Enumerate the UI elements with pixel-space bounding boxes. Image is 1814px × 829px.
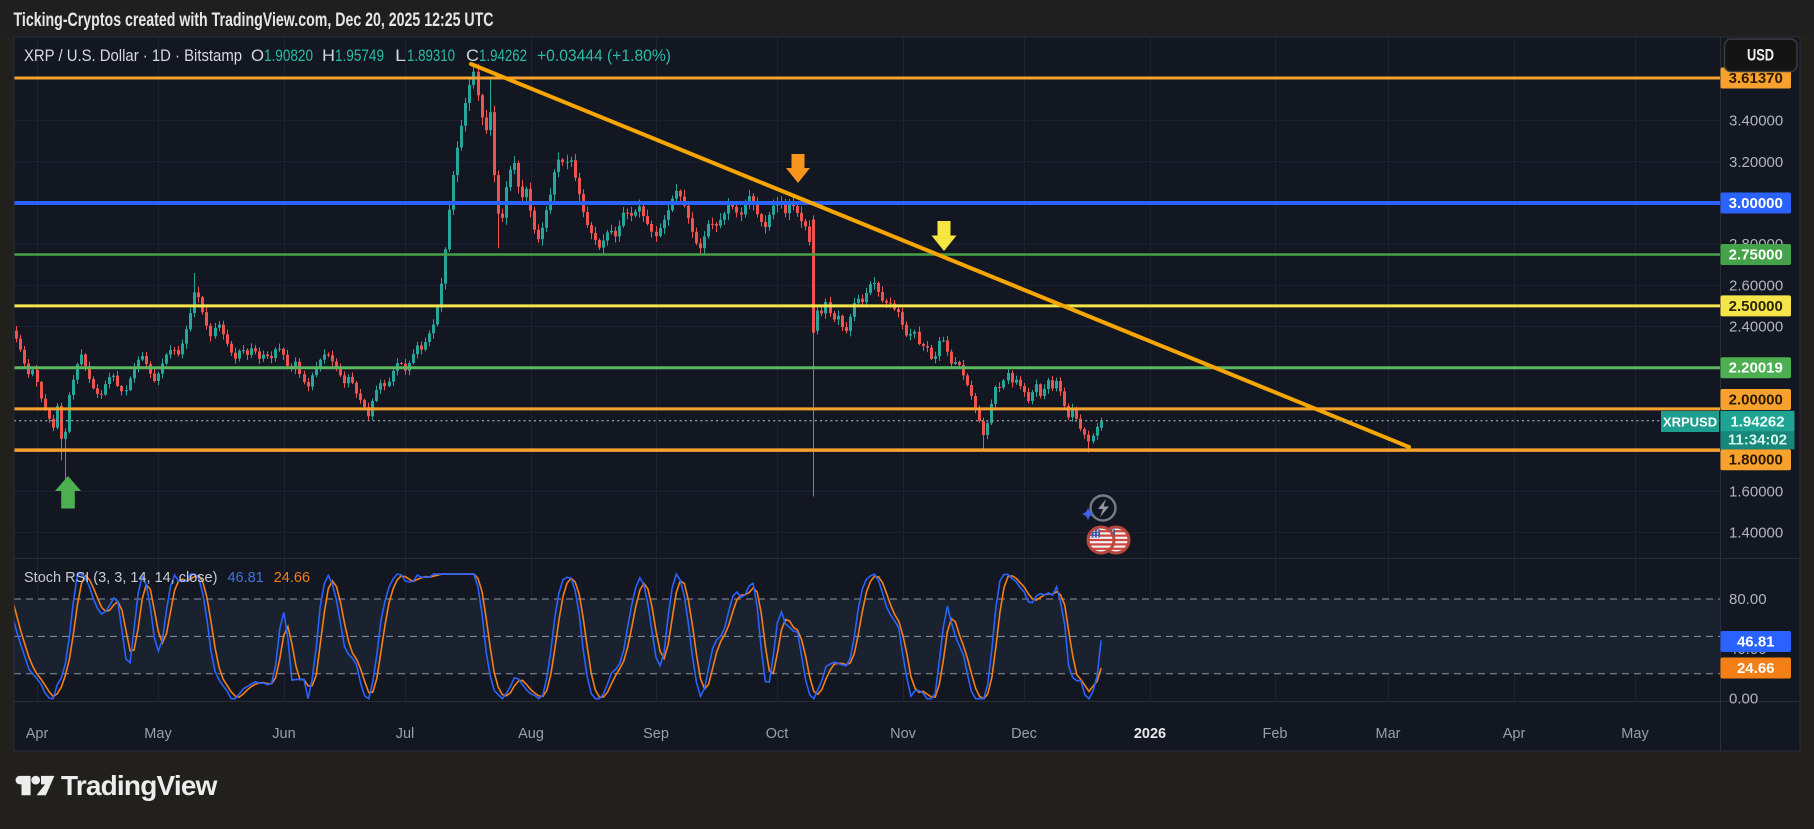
svg-text:Jun: Jun: [272, 726, 295, 742]
svg-text:80.00: 80.00: [1729, 591, 1767, 608]
svg-text:1.60000: 1.60000: [1729, 483, 1783, 500]
svg-text:May: May: [144, 726, 172, 742]
svg-text:XRPUSD: XRPUSD: [1663, 415, 1717, 430]
svg-text:3.40000: 3.40000: [1729, 113, 1783, 130]
svg-text:O: O: [251, 47, 264, 65]
svg-text:1.95749: 1.95749: [335, 47, 384, 65]
svg-text:Feb: Feb: [1263, 726, 1288, 742]
svg-text:2026: 2026: [1134, 726, 1166, 742]
svg-text:Apr: Apr: [1503, 726, 1526, 742]
svg-text:TradingView: TradingView: [61, 770, 218, 801]
svg-text:Mar: Mar: [1376, 726, 1401, 742]
svg-text:Sep: Sep: [643, 726, 669, 742]
svg-text:3.00000: 3.00000: [1729, 195, 1783, 212]
svg-text:11:34:02: 11:34:02: [1728, 432, 1787, 449]
svg-text:Oct: Oct: [766, 726, 789, 742]
svg-text:1.90820: 1.90820: [264, 47, 313, 65]
svg-text:1.80000: 1.80000: [1729, 452, 1783, 469]
svg-text:Aug: Aug: [518, 726, 544, 742]
svg-text:46.81: 46.81: [1737, 634, 1775, 651]
svg-text:0.00: 0.00: [1729, 691, 1758, 708]
svg-text:1.94262: 1.94262: [479, 47, 527, 65]
svg-text:+0.03444 (+1.80%): +0.03444 (+1.80%): [537, 47, 671, 65]
svg-text:Dec: Dec: [1011, 726, 1037, 742]
svg-text:Nov: Nov: [890, 726, 917, 742]
svg-text:Stoch RSI (3, 3, 14, 14, close: Stoch RSI (3, 3, 14, 14, close) 46.81 24.6…: [24, 570, 310, 586]
svg-text:C: C: [466, 47, 479, 65]
svg-text:2.20019: 2.20019: [1729, 360, 1783, 377]
svg-text:H: H: [322, 47, 335, 65]
svg-text:Jul: Jul: [396, 726, 415, 742]
svg-text:3.20000: 3.20000: [1729, 154, 1783, 171]
svg-text:Ticking-Cryptos created with T: Ticking-Cryptos created with TradingView…: [14, 10, 494, 31]
svg-text:1.40000: 1.40000: [1729, 524, 1783, 541]
svg-text:2.40000: 2.40000: [1729, 319, 1783, 336]
svg-text:Apr: Apr: [26, 726, 49, 742]
svg-text:1.89310: 1.89310: [407, 47, 455, 65]
svg-text:24.66: 24.66: [1737, 660, 1775, 677]
svg-text:XRP / U.S. Dollar · 1D · Bitst: XRP / U.S. Dollar · 1D · Bitstamp: [24, 47, 242, 65]
svg-text:May: May: [1621, 726, 1649, 742]
svg-text:2.50000: 2.50000: [1729, 298, 1783, 315]
svg-text:1.94262: 1.94262: [1730, 414, 1784, 431]
svg-text:USD: USD: [1747, 47, 1774, 65]
svg-text:2.75000: 2.75000: [1729, 246, 1783, 263]
svg-text:2.00000: 2.00000: [1729, 392, 1783, 409]
svg-text:L: L: [395, 47, 406, 65]
svg-text:3.61370: 3.61370: [1729, 70, 1783, 87]
svg-text:2.60000: 2.60000: [1729, 277, 1783, 294]
